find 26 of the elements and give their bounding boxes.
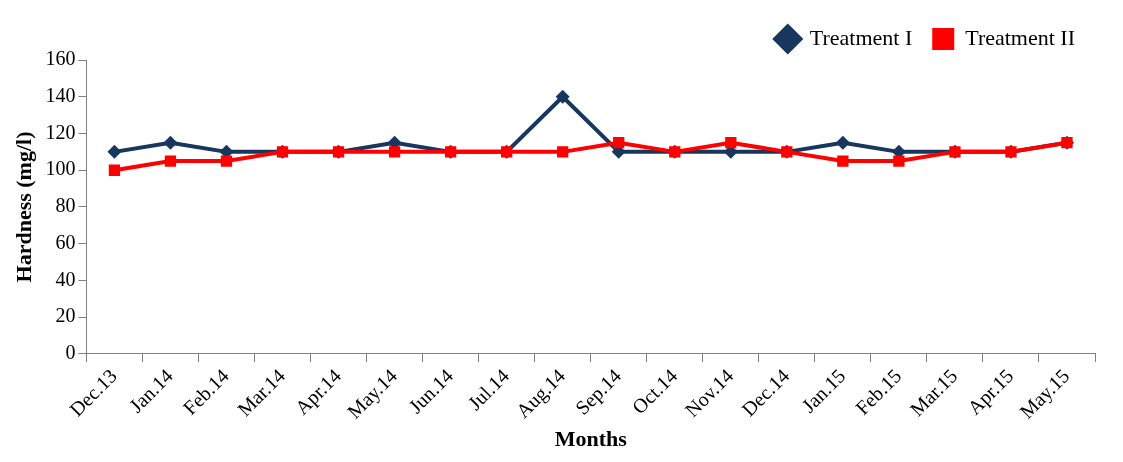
y-tick-label: 100 — [45, 157, 76, 180]
point — [108, 164, 121, 176]
legend-label: Treatment I — [809, 24, 913, 50]
point — [107, 144, 122, 159]
point — [613, 137, 625, 149]
y-axis-title: Hardness (mg/l) — [10, 131, 36, 283]
point — [835, 135, 850, 150]
point — [837, 155, 849, 167]
legend-label: Treatment II — [965, 24, 1076, 50]
y-tick-label: 0 — [65, 341, 76, 364]
point — [164, 155, 177, 167]
point — [725, 137, 737, 149]
y-tick-label: 140 — [45, 83, 76, 106]
y-tick-label: 60 — [55, 230, 76, 253]
point — [163, 135, 178, 150]
y-tick-label: 40 — [55, 267, 76, 290]
point — [555, 89, 570, 104]
y-tick-label: 120 — [45, 120, 76, 143]
point — [388, 146, 401, 158]
y-tick-label: 80 — [55, 194, 76, 217]
y-tick-label: 20 — [55, 304, 76, 327]
point — [220, 155, 233, 167]
x-axis-title: Months — [554, 426, 628, 452]
point — [557, 146, 569, 158]
y-tick-label: 160 — [45, 47, 76, 70]
point — [893, 155, 905, 167]
